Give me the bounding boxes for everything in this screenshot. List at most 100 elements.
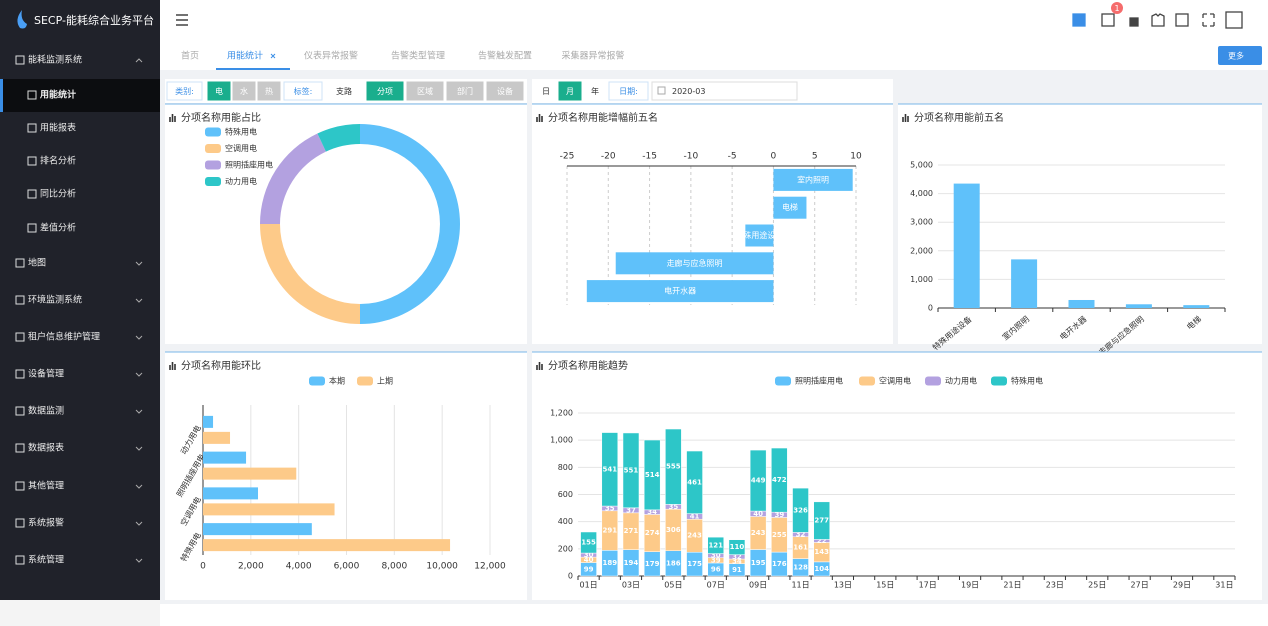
legend-swatch [205, 177, 221, 186]
bar-segment [580, 531, 597, 554]
value-label: 306 [666, 526, 681, 534]
value-label: 39 [774, 511, 784, 519]
tab-bar [160, 42, 1268, 70]
menu-chevron [135, 446, 143, 451]
tag-button[interactable] [366, 81, 404, 101]
menu-item[interactable]: 用能报表 [40, 122, 76, 134]
menu-item[interactable]: 租户信息维护管理 [28, 331, 100, 343]
value-label: 32 [732, 553, 742, 561]
x-tick-label: 4,000 [286, 562, 312, 572]
menu-active-bar [0, 79, 3, 112]
value-label: 176 [772, 560, 787, 568]
legend-label: 照明插座用电 [225, 160, 273, 170]
menu-item[interactable]: 系统管理 [28, 554, 64, 566]
tab[interactable]: 采集器异常报警 [561, 50, 624, 62]
bar [203, 467, 297, 480]
x-tick-label: 29日 [1173, 581, 1191, 590]
value-label: 40 [584, 556, 594, 564]
panel-icon [902, 114, 909, 122]
category-button[interactable] [257, 81, 281, 101]
value-label: 37 [626, 506, 636, 514]
period-button[interactable] [534, 81, 558, 101]
value-label: 472 [772, 476, 787, 484]
period-button-label: 年 [591, 86, 599, 96]
category-button[interactable] [232, 81, 256, 101]
tab[interactable]: 告警触发配置 [478, 50, 532, 62]
menu-icon [15, 481, 25, 491]
menu-icon [27, 189, 37, 199]
menu-chevron [135, 484, 143, 489]
menu-chevron [135, 409, 143, 414]
date-input[interactable] [651, 81, 798, 101]
tab[interactable]: 仪表异常报警 [304, 50, 358, 62]
period-button[interactable] [583, 81, 607, 101]
legend-label: 上期 [377, 377, 393, 386]
menu-item[interactable]: 其他管理 [28, 480, 64, 492]
value-label: 243 [687, 532, 702, 540]
tag-button[interactable] [446, 81, 484, 101]
legend-swatch [991, 376, 1007, 386]
category-button[interactable] [207, 81, 231, 101]
tab[interactable]: 首页 [181, 50, 199, 62]
more-button[interactable] [1218, 46, 1262, 65]
tag-button-label: 区域 [417, 86, 433, 96]
value-label: 30 [711, 552, 721, 560]
value-label: 128 [793, 563, 808, 571]
menu-item[interactable]: 用能统计 [39, 89, 76, 101]
legend-label: 空调用电 [225, 143, 257, 153]
bar-segment [707, 536, 725, 554]
bar-segment [643, 439, 661, 511]
menu-active [0, 79, 160, 112]
x-tick-label: 17日 [919, 581, 937, 590]
menu-icon [27, 156, 37, 166]
legend-swatch [205, 127, 221, 137]
tab-close[interactable] [270, 53, 276, 59]
menu-item[interactable]: 地图 [28, 257, 46, 269]
filter-label [608, 81, 649, 101]
bar [1125, 304, 1152, 308]
tab[interactable]: 告警类型管理 [391, 50, 445, 62]
legend-label: 动力用电 [225, 176, 257, 186]
menu-item[interactable]: 同比分析 [40, 188, 76, 200]
bar [203, 487, 259, 500]
period-button[interactable] [558, 81, 582, 101]
bar [203, 523, 312, 536]
y-tick-label: 5,000 [910, 161, 933, 170]
menu-item[interactable]: 数据报表 [28, 442, 64, 454]
value-label: 255 [772, 531, 787, 539]
value-label: 32 [796, 531, 806, 539]
menu-toggle[interactable] [176, 14, 188, 26]
bar [1068, 299, 1095, 308]
panel-title: 分项名称用能环比 [181, 359, 261, 372]
bar [953, 183, 980, 308]
y-tick-label: 0 [928, 304, 933, 313]
x-tick-label: 6,000 [334, 562, 360, 572]
menu-item[interactable]: 差值分析 [40, 222, 76, 234]
tag-button-label: 部门 [457, 86, 473, 96]
tag-button[interactable] [325, 81, 363, 101]
legend-swatch [205, 160, 221, 170]
bar [203, 539, 451, 552]
menu-item[interactable]: 能耗监测系统 [28, 54, 82, 66]
x-tick-label: -20 [601, 152, 616, 162]
y-tick-label: 800 [558, 463, 573, 472]
tag-button[interactable] [406, 81, 444, 101]
menu-icon [15, 443, 25, 453]
menu-icon [27, 123, 37, 133]
menu-item[interactable]: 数据监测 [28, 405, 64, 417]
menu-icon [15, 295, 25, 305]
y-tick-label: 1,000 [910, 275, 933, 284]
menu-item[interactable]: 排名分析 [40, 155, 76, 167]
tag-button[interactable] [486, 81, 524, 101]
menu-item[interactable]: 系统报警 [28, 517, 64, 529]
menu-chevron [135, 372, 143, 377]
bar-segment [813, 501, 830, 540]
menu-item[interactable]: 设备管理 [28, 368, 64, 380]
legend-label: 动力用电 [945, 376, 977, 386]
menu-item[interactable]: 环境监测系统 [28, 294, 82, 306]
tab[interactable]: 用能统计 [227, 50, 263, 62]
menu-icon [15, 518, 25, 528]
bar [1011, 259, 1038, 308]
value-label: 110 [730, 543, 745, 551]
